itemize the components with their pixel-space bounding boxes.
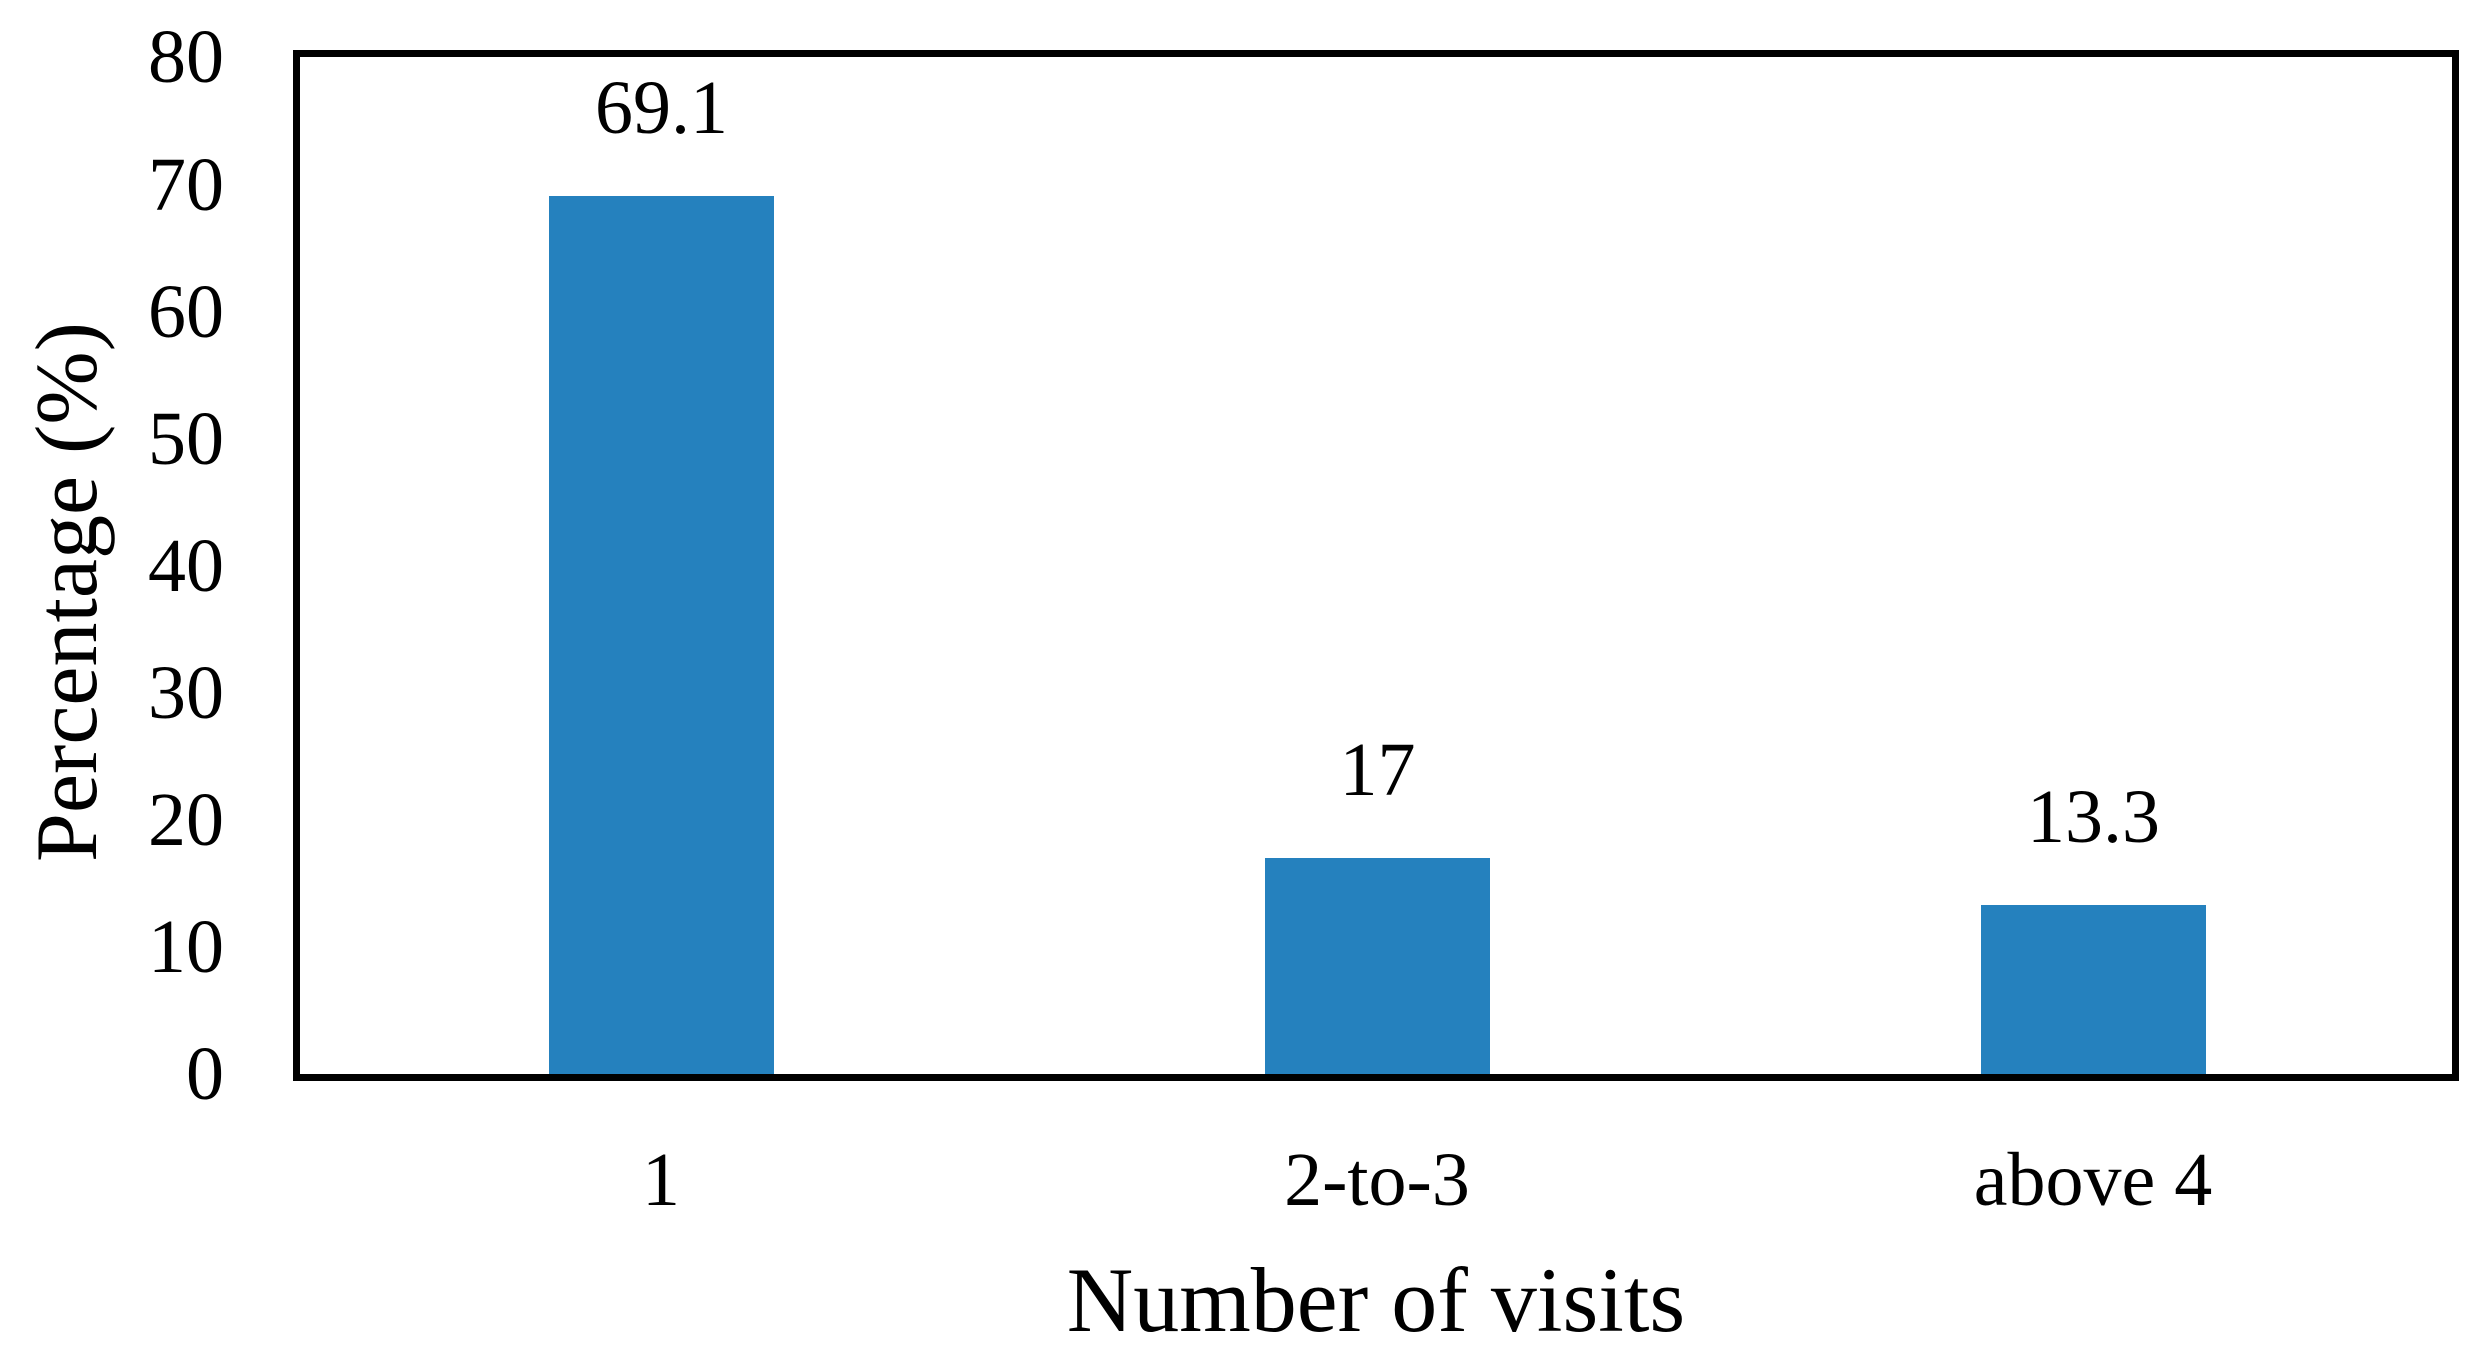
x-category-label-1: 1 — [642, 1138, 680, 1222]
bar-fill — [549, 195, 774, 1074]
y-tick-label-0: 0 — [186, 1032, 224, 1116]
bar-visits-2-to-3: 17 — [1265, 730, 1490, 1074]
bar-fill — [1265, 857, 1490, 1074]
y-tick-label-80: 80 — [148, 15, 224, 99]
plot-area: 69.1 17 13.3 — [300, 57, 2452, 1074]
y-tick-label-60: 60 — [148, 270, 224, 354]
bar-visits-1: 69.1 — [549, 68, 774, 1074]
y-tick-label-20: 20 — [148, 778, 224, 862]
y-tick-label-10: 10 — [148, 905, 224, 989]
y-tick-label-70: 70 — [148, 143, 224, 227]
bar-visits-above-4: 13.3 — [1981, 777, 2206, 1074]
bar-value-label: 13.3 — [2027, 774, 2160, 859]
y-tick-label-50: 50 — [148, 397, 224, 481]
x-category-label-2-to-3: 2-to-3 — [1284, 1138, 1470, 1222]
bar-value-label: 69.1 — [595, 65, 728, 150]
x-category-label-above-4: above 4 — [1973, 1138, 2213, 1222]
bar-fill — [1981, 904, 2206, 1074]
y-tick-label-30: 30 — [148, 651, 224, 735]
bar-value-label: 17 — [1339, 727, 1416, 812]
y-tick-label-40: 40 — [148, 524, 224, 608]
x-axis-title: Number of visits — [1066, 1249, 1686, 1351]
